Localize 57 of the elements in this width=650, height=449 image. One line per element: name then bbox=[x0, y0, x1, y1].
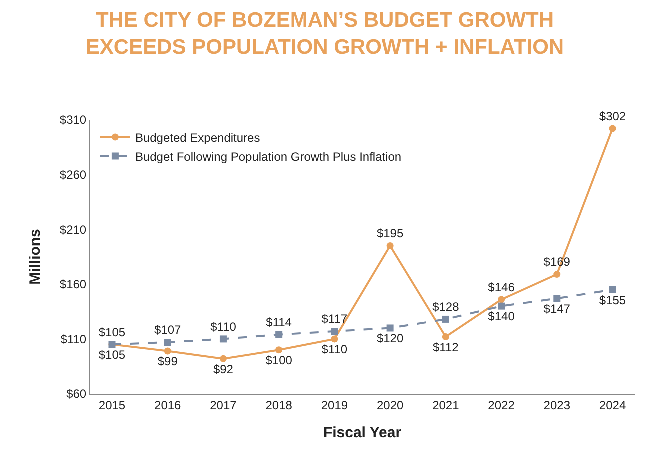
y-tick-label: $160 bbox=[60, 278, 87, 292]
point bbox=[554, 271, 561, 278]
y-tick-label: $260 bbox=[60, 168, 87, 182]
point bbox=[331, 328, 338, 336]
point bbox=[331, 336, 338, 343]
data-label: $147 bbox=[544, 302, 571, 316]
y-tick-label: $60 bbox=[66, 387, 87, 402]
y-axis-title: Millions bbox=[27, 229, 44, 285]
point bbox=[386, 242, 394, 250]
data-label: $107 bbox=[154, 323, 182, 338]
point bbox=[609, 125, 616, 132]
data-label: $105 bbox=[98, 348, 126, 362]
data-label: $110 bbox=[322, 342, 348, 357]
point bbox=[554, 295, 561, 302]
point bbox=[386, 324, 394, 332]
legend-label: Budget Following Population Growth Plus Inflation bbox=[135, 150, 402, 164]
point bbox=[164, 338, 172, 346]
data-label: $114 bbox=[266, 315, 292, 330]
x-tick-label: 2022 bbox=[488, 398, 516, 412]
point bbox=[276, 346, 283, 354]
chart-title: THE CITY OF BOZEMAN’S BUDGET GROWTH EXCEEDS POPULATION GROWTH + INFLATION bbox=[86, 8, 564, 60]
data-label: $146 bbox=[488, 280, 516, 294]
data-label: $100 bbox=[266, 354, 293, 368]
data-label: $99 bbox=[158, 354, 178, 369]
x-axis-title: Fiscal Year bbox=[323, 424, 402, 442]
x-tick-label: 2021 bbox=[432, 398, 460, 412]
y-tick-label: $310 bbox=[60, 113, 87, 128]
point bbox=[498, 302, 506, 310]
legend-label: Budgeted Expenditures bbox=[135, 130, 260, 145]
data-label: $112 bbox=[433, 340, 460, 354]
x-tick-label: 2016 bbox=[154, 398, 182, 412]
data-label: $128 bbox=[432, 300, 460, 314]
x-tick-label: 2020 bbox=[376, 398, 404, 412]
data-label: $302 bbox=[599, 109, 626, 124]
point bbox=[220, 336, 227, 343]
data-label: $155 bbox=[599, 293, 626, 308]
data-label: $110 bbox=[210, 320, 237, 334]
point bbox=[498, 296, 506, 304]
data-label: $195 bbox=[376, 226, 404, 241]
x-tick-label: 2017 bbox=[210, 398, 238, 412]
x-tick-label: 2015 bbox=[98, 398, 126, 412]
x-tick-label: 2023 bbox=[544, 398, 571, 412]
y-tick-label: $110 bbox=[60, 332, 87, 346]
data-label: $105 bbox=[98, 325, 126, 340]
y-tick-label: $210 bbox=[60, 222, 87, 237]
data-label: $140 bbox=[488, 310, 516, 324]
point bbox=[609, 286, 616, 294]
data-label: $92 bbox=[213, 362, 234, 376]
point bbox=[442, 316, 450, 323]
data-label: $120 bbox=[376, 332, 404, 346]
x-tick-label: 2024 bbox=[599, 398, 626, 412]
x-tick-label: 2018 bbox=[266, 398, 293, 412]
point bbox=[164, 348, 172, 355]
x-tick-label: 2019 bbox=[321, 398, 348, 412]
point bbox=[442, 334, 450, 341]
point bbox=[276, 331, 283, 338]
point bbox=[220, 355, 227, 362]
